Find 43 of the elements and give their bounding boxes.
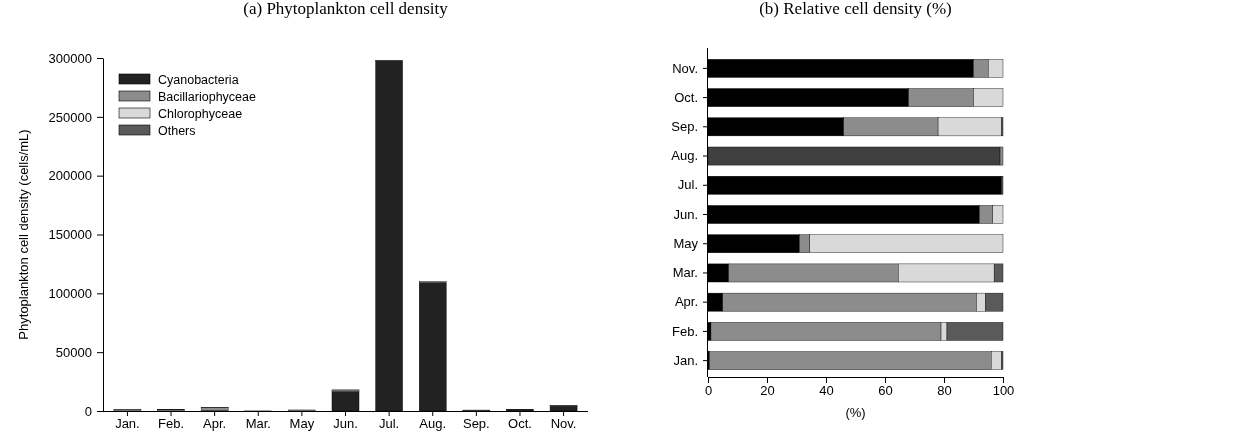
- x-tick-label: 100: [992, 383, 1015, 399]
- x-tick-label: 0: [704, 383, 713, 399]
- y-tick-label: Jul.: [677, 177, 698, 193]
- y-tick-label: 0: [84, 403, 92, 419]
- y-tick-label: Nov.: [672, 60, 698, 76]
- y-tick-label: Aug.: [671, 148, 698, 164]
- y-axis-title: Phytoplankton cell density (cells/mL): [16, 129, 31, 340]
- y-tick-label: Jun.: [673, 206, 698, 222]
- x-tick-label: Aug.: [419, 416, 447, 432]
- x-tick-label: Nov.: [550, 416, 577, 432]
- x-tick-label: Jan.: [115, 416, 140, 432]
- x-tick-label: Mar.: [245, 416, 271, 432]
- y-tick-label: 200000: [48, 168, 92, 184]
- legend-label: Cyanobacteria: [158, 73, 239, 87]
- x-tick-label: 40: [819, 383, 834, 399]
- x-tick-label: Apr.: [203, 416, 227, 432]
- y-tick-label: Feb.: [671, 323, 698, 339]
- x-tick-label: Jul.: [379, 416, 400, 432]
- y-tick-label: 50000: [55, 344, 92, 360]
- y-tick-label: Oct.: [674, 89, 698, 105]
- y-tick-label: 250000: [48, 109, 92, 125]
- x-tick-label: 20: [760, 383, 775, 399]
- chart-title: (b) Relative cell density (%): [759, 0, 952, 18]
- y-tick-label: 100000: [48, 285, 92, 301]
- y-tick-label: Jan.: [673, 352, 698, 368]
- chart-title: (a) Phytoplankton cell density: [243, 0, 449, 18]
- y-tick-label: Apr.: [674, 294, 698, 310]
- legend-label: Bacillariophyceae: [158, 90, 257, 104]
- legend-label: Others: [158, 124, 196, 138]
- x-tick-label: Feb.: [158, 416, 185, 432]
- y-tick-label: May: [673, 235, 699, 251]
- x-tick-label: May: [289, 416, 315, 432]
- legend-label: Chlorophyceae: [158, 107, 243, 121]
- y-tick-label: Sep.: [671, 118, 698, 134]
- x-tick-label: Sep.: [462, 416, 490, 432]
- y-tick-label: Mar.: [672, 265, 698, 281]
- x-axis-title: (%): [845, 405, 866, 420]
- x-tick-label: Jun.: [333, 416, 358, 432]
- y-tick-label: 300000: [48, 50, 92, 66]
- x-tick-label: 60: [878, 383, 893, 399]
- x-tick-label: 80: [937, 383, 952, 399]
- x-tick-label: Oct.: [508, 416, 532, 432]
- y-tick-label: 150000: [48, 227, 92, 243]
